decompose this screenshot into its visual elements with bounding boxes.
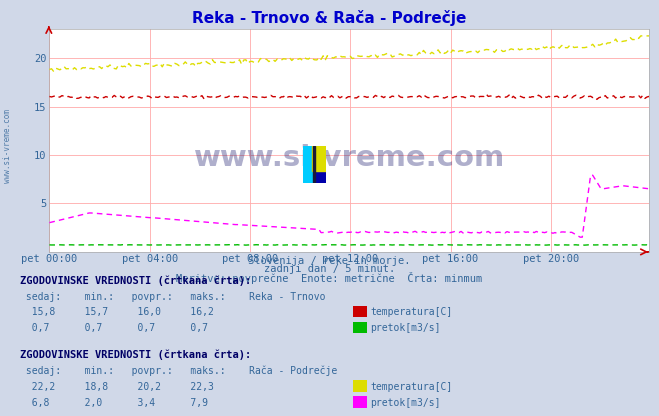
Text: Reka - Trnovo & Rača - Podrečje: Reka - Trnovo & Rača - Podrečje <box>192 10 467 26</box>
Text: ZGODOVINSKE VREDNOSTI (črtkana črta):: ZGODOVINSKE VREDNOSTI (črtkana črta): <box>20 275 251 286</box>
Text: www.si-vreme.com: www.si-vreme.com <box>194 144 505 172</box>
Text: Meritve: povprečne  Enote: metrične  Črta: minmum: Meritve: povprečne Enote: metrične Črta:… <box>177 272 482 284</box>
Text: ZGODOVINSKE VREDNOSTI (črtkana črta):: ZGODOVINSKE VREDNOSTI (črtkana črta): <box>20 350 251 360</box>
Text: Slovenija / reke in morje.: Slovenija / reke in morje. <box>248 256 411 266</box>
Text: zadnji dan / 5 minut.: zadnji dan / 5 minut. <box>264 264 395 274</box>
Text: temperatura[C]: temperatura[C] <box>370 307 453 317</box>
Text: 15,8     15,7     16,0     16,2: 15,8 15,7 16,0 16,2 <box>20 307 214 317</box>
Text: 22,2     18,8     20,2     22,3: 22,2 18,8 20,2 22,3 <box>20 382 214 392</box>
Text: www.si-vreme.com: www.si-vreme.com <box>3 109 13 183</box>
Bar <box>315 146 326 183</box>
Text: pretok[m3/s]: pretok[m3/s] <box>370 323 441 333</box>
Bar <box>312 146 326 171</box>
Bar <box>303 146 315 183</box>
Text: sedaj:    min.:   povpr.:   maks.:    Rača - Podrečje: sedaj: min.: povpr.: maks.: Rača - Podre… <box>20 366 337 376</box>
Text: 6,8      2,0      3,4      7,9: 6,8 2,0 3,4 7,9 <box>20 398 208 408</box>
Text: pretok[m3/s]: pretok[m3/s] <box>370 398 441 408</box>
Text: 0,7      0,7      0,7      0,7: 0,7 0,7 0,7 0,7 <box>20 323 208 333</box>
Text: sedaj:    min.:   povpr.:   maks.:    Reka - Trnovo: sedaj: min.: povpr.: maks.: Reka - Trnov… <box>20 292 326 302</box>
Bar <box>313 146 315 183</box>
Text: temperatura[C]: temperatura[C] <box>370 382 453 392</box>
